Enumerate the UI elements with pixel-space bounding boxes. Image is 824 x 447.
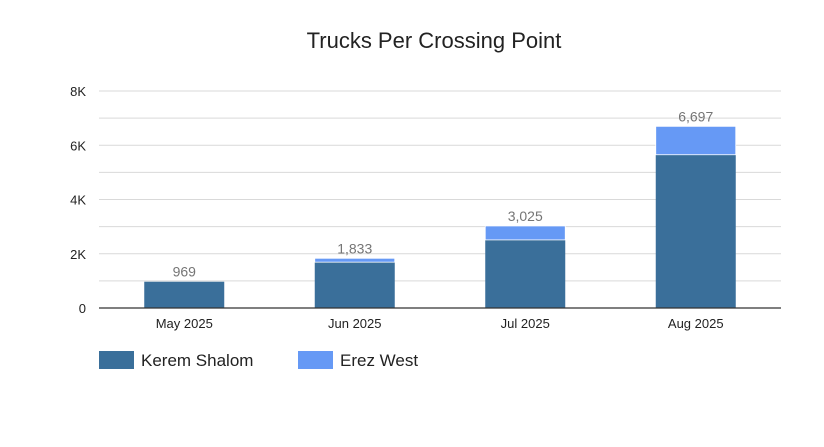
legend-swatch [99,351,134,369]
y-tick-label: 4K [70,193,86,208]
bar-total-label: 6,697 [678,108,713,124]
gridlines [99,90,781,282]
bars [144,125,737,308]
bar-kerem-shalom [485,239,566,308]
x-axis: May 2025 Jun 2025 Jul 2025 Aug 2025 [99,307,781,331]
bar-kerem-shalom [655,154,736,308]
legend-swatch [298,351,333,369]
bar-erez-west [314,257,396,263]
y-tick-label: 0 [79,301,86,316]
y-axis: 0 2K 4K 6K 8K [70,84,86,316]
x-tick-label: Aug 2025 [668,316,724,331]
y-tick-label: 2K [70,247,86,262]
y-tick-label: 8K [70,84,86,99]
bar-erez-west [655,125,737,156]
bar-total-label: 3,025 [508,208,543,224]
x-tick-label: Jul 2025 [501,316,550,331]
bar-total-label: 969 [173,264,197,280]
bar-kerem-shalom [314,262,395,308]
bar-kerem-shalom [144,281,225,308]
legend-label: Kerem Shalom [141,351,253,370]
x-tick-label: May 2025 [156,316,213,331]
bar-erez-west [484,225,566,241]
bar-total-label: 1,833 [337,240,372,256]
total-labels: 969 1,833 3,025 6,697 [173,108,714,279]
chart-title: Trucks Per Crossing Point [307,28,562,53]
legend-label: Erez West [340,351,418,370]
y-tick-label: 6K [70,138,86,153]
legend: Kerem Shalom Erez West [99,351,418,370]
x-tick-label: Jun 2025 [328,316,382,331]
